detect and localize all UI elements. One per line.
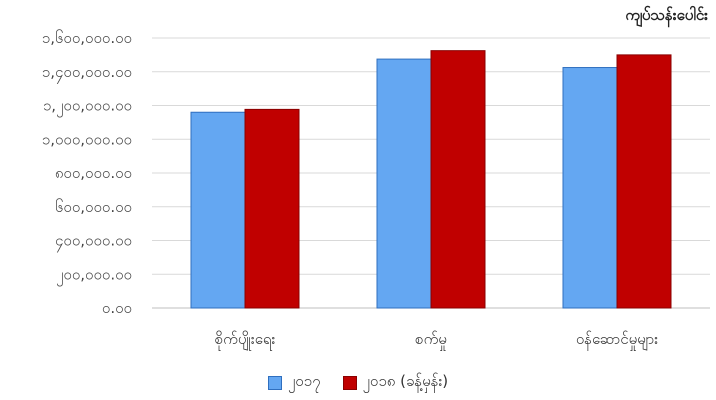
legend-item-2017: ၂၀၁၇ — [267, 372, 321, 394]
y-tick-label: ၀.၀၀ — [102, 299, 132, 317]
bar-2017-1 — [376, 58, 432, 309]
y-tick-label: ၄၀၀,၀၀၀.၀၀ — [55, 232, 132, 253]
x-tick-label: ဝန်ဆောင်မှုများ — [576, 330, 658, 351]
bar-2018-2 — [616, 54, 672, 309]
y-tick-label: ၂၀၀,၀၀၀.၀၀ — [56, 265, 132, 286]
legend-label-2018: ၂၀၁၈ (ခန့်မှန်း) — [362, 372, 449, 390]
bars — [190, 50, 672, 309]
legend-label-2017: ၂၀၁၇ — [287, 372, 321, 390]
bar-2018-0 — [244, 108, 300, 309]
x-tick-label: စိုက်ပျိုးရေး — [215, 330, 276, 351]
legend-swatch-2018 — [342, 376, 357, 390]
legend-swatch-2017 — [267, 376, 282, 390]
x-tick-label: စက်မှု — [415, 330, 447, 351]
bar-2017-2 — [562, 67, 618, 309]
legend: ၂၀၁၇ ၂၀၁၈ (ခန့်မှန်း) — [0, 372, 716, 394]
bar-2018-1 — [430, 50, 486, 309]
x-axis-ticks: စိုက်ပျိုးရေး စက်မှု ဝန်ဆောင်မှုများ — [215, 330, 659, 351]
y-tick-label: ၁,၆၀၀,၀၀၀.၀၀ — [42, 29, 132, 47]
y-tick-label: ၁,၂၀၀,၀၀၀.၀၀ — [43, 97, 132, 118]
unit-label: ကျပ်သန်းပေါင်း — [625, 6, 708, 24]
y-tick-label: ၆၀၀,၀၀၀.၀၀ — [55, 198, 132, 216]
y-tick-label: ၁,၄၀၀,၀၀၀.၀၀ — [42, 63, 132, 84]
bar-chart: ၀.၀၀ ၂၀၀,၀၀၀.၀၀ ၄၀၀,၀၀၀.၀၀ ၆၀၀,၀၀၀.၀၀ ၈၀၀,၀၀… — [42, 29, 710, 351]
legend-item-2018: ၂၀၁၈ (ခန့်မှန်း) — [342, 372, 449, 394]
y-tick-label: ၈၀၀,၀၀၀.၀၀ — [55, 164, 132, 182]
y-axis-ticks: ၀.၀၀ ၂၀၀,၀၀၀.၀၀ ၄၀၀,၀၀၀.၀၀ ၆၀၀,၀၀၀.၀၀ ၈၀၀,၀၀… — [42, 29, 132, 317]
bar-2017-0 — [190, 111, 246, 309]
y-tick-label: ၁,၀၀၀,၀၀၀.၀၀ — [42, 130, 132, 148]
